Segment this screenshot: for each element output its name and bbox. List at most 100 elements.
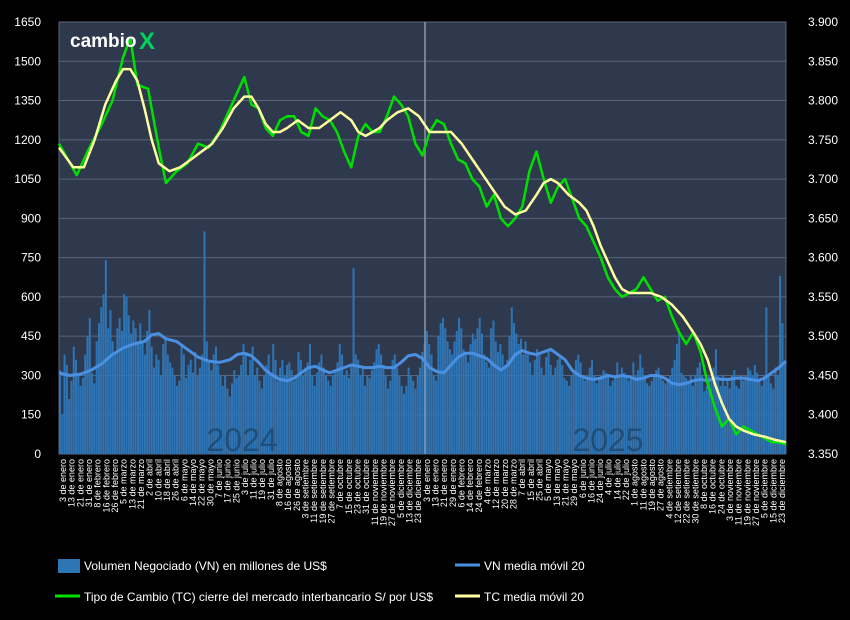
vn-bar: [141, 341, 144, 454]
vn-bar: [471, 333, 474, 454]
vn-bar: [329, 385, 332, 454]
vn-bar: [616, 362, 619, 454]
vn-bar: [464, 354, 467, 454]
vn-bar: [772, 388, 775, 454]
vn-bar: [419, 367, 422, 454]
vn-bar: [139, 323, 142, 454]
vn-bar: [244, 354, 247, 454]
x-tick-label: 19 de setiembre: [318, 459, 328, 524]
left-tick-label: 450: [21, 329, 41, 343]
vn-bar: [678, 333, 681, 454]
vn-bar: [659, 375, 662, 454]
x-tick-label: 26 de abril: [171, 459, 181, 501]
vn-bar: [490, 328, 493, 454]
x-tick-label: 7 de abril: [517, 459, 527, 496]
vn-bar: [526, 354, 529, 454]
vn-bar: [320, 354, 323, 454]
x-tick-label: 7 de junio: [214, 459, 224, 498]
x-tick-label: 13 de mayo: [552, 459, 562, 506]
vn-bar: [499, 344, 502, 454]
vn-bar: [175, 385, 178, 454]
vn-bar: [671, 367, 674, 454]
vn-bar: [579, 362, 582, 454]
left-tick-label: 1350: [14, 94, 41, 108]
vn-bar: [84, 354, 87, 454]
vn-bar: [597, 378, 600, 454]
vn-bar: [359, 375, 362, 454]
x-tick-label: 3 de enero: [422, 459, 432, 502]
x-tick-label: 10 de abril: [153, 459, 163, 501]
vn-bar: [81, 378, 84, 454]
vn-bar: [361, 367, 364, 454]
vn-bar: [432, 375, 435, 454]
vn-bar: [565, 380, 568, 454]
year-label-2025: 2025: [572, 422, 643, 458]
vn-bar: [237, 375, 240, 454]
vn-bar: [370, 370, 373, 454]
legend-label-tc: Tipo de Cambio (TC) cierre del mercado i…: [84, 590, 433, 604]
x-tick-label: 29 de enero: [448, 459, 458, 507]
x-tick-label: 27 de noviembre: [387, 459, 397, 526]
vn-bar: [430, 354, 433, 454]
vn-bar: [258, 380, 261, 454]
left-tick-label: 0: [34, 447, 41, 461]
tc-close-line: [57, 36, 787, 446]
vn-bar: [733, 370, 736, 454]
vn-bar: [558, 354, 561, 454]
logo-x-icon: X: [139, 28, 155, 55]
vn-bar: [327, 380, 330, 454]
x-tick-label: 4 de julio: [604, 459, 614, 495]
vn-bar: [643, 375, 646, 454]
vn-bar: [513, 323, 516, 454]
right-tick-label: 3.750: [808, 133, 838, 147]
right-tick-label: 3.800: [808, 94, 838, 108]
vn-bar: [308, 344, 311, 454]
vn-bar: [522, 354, 525, 454]
vn-bars: [59, 231, 786, 454]
vn-bar: [393, 354, 396, 454]
vn-bar: [263, 375, 266, 454]
logo: cambio X: [70, 28, 155, 55]
vn-bar: [545, 357, 548, 454]
vn-bar: [581, 375, 584, 454]
x-tick-label: 4 de marzo: [483, 459, 493, 504]
vn-bar: [441, 317, 444, 454]
x-tick-label: 6 de mayo: [179, 459, 189, 501]
vn-bar: [368, 378, 371, 454]
vn-bar: [609, 385, 612, 454]
vn-bar: [721, 375, 724, 454]
vn-bar: [192, 372, 195, 454]
vn-bar: [405, 385, 408, 454]
left-tick-label: 600: [21, 290, 41, 304]
vn-bar: [673, 359, 676, 454]
x-tick-label: 25 de abril: [534, 459, 544, 501]
left-tick-label: 300: [21, 368, 41, 382]
vn-bar: [437, 336, 440, 454]
vn-bar: [290, 370, 293, 454]
vn-bar: [403, 393, 405, 454]
vn-bar: [377, 344, 380, 454]
vn-bar: [627, 380, 630, 454]
vn-bar: [322, 367, 325, 454]
x-tick-label: 22 de mayo: [197, 459, 207, 506]
x-tick-label: 19 de agosto: [647, 459, 657, 511]
vn-bar: [508, 336, 511, 454]
x-tick-label: 5 de diciembre: [760, 459, 770, 518]
vn-bar: [274, 359, 277, 454]
vn-bar: [125, 296, 128, 454]
vn-bar: [251, 346, 254, 454]
x-tick-label: 13 de marzo: [127, 459, 137, 509]
vn-bar: [68, 399, 71, 454]
vn-bar: [325, 375, 328, 454]
vn-bar: [714, 349, 717, 454]
vn-bar: [763, 375, 766, 454]
vn-bar: [226, 388, 229, 454]
logo-text: cambio: [70, 31, 137, 52]
vn-bar: [185, 378, 188, 454]
vn-bar: [267, 354, 270, 454]
vn-bar: [194, 351, 197, 454]
vn-bar: [178, 380, 181, 454]
vn-bar: [373, 362, 376, 454]
vn-bar: [467, 362, 470, 454]
